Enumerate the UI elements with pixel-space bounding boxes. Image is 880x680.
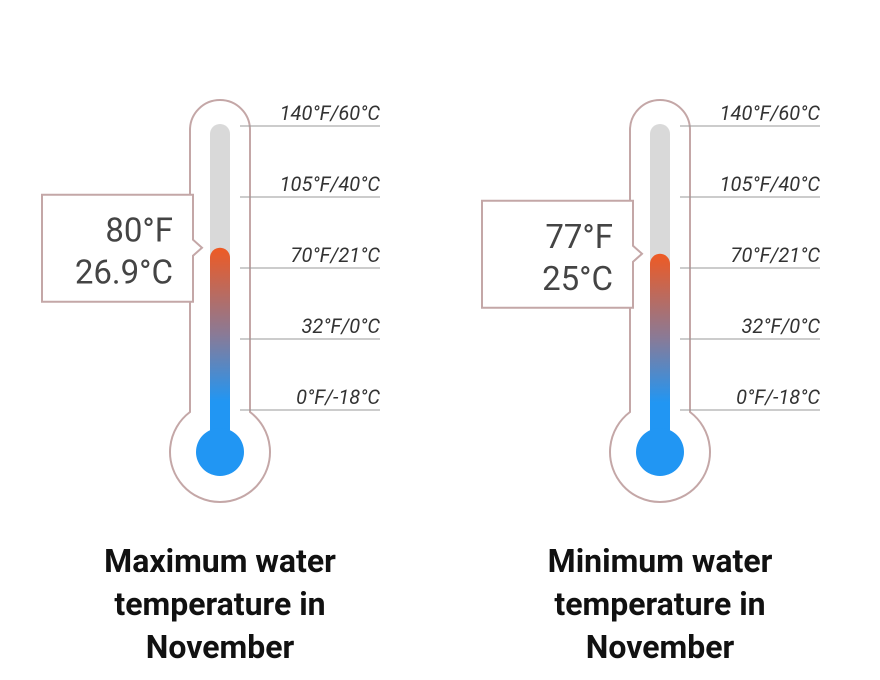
callout (481, 199, 644, 309)
tick-label: 70°F/21°C (291, 243, 381, 267)
bulb (636, 428, 684, 476)
chart-title: Minimum water temperature in November (547, 542, 773, 666)
value-label: 26.9°C (75, 254, 173, 293)
tick-label: 0°F/-18°C (296, 385, 380, 409)
tick-label: 105°F/40°C (720, 172, 821, 196)
tick-label: 32°F/0°C (741, 314, 820, 338)
value-label: 80°F (105, 212, 173, 251)
mercury (650, 253, 670, 440)
callout (41, 193, 204, 303)
tick-label: 140°F/60°C (280, 101, 381, 125)
tick-label: 0°F/-18°C (736, 385, 820, 409)
tick-label: 105°F/40°C (280, 172, 381, 196)
tick-label: 140°F/60°C (720, 101, 821, 125)
tick-label: 32°F/0°C (301, 314, 380, 338)
chart-title: Maximum water temperature in November (104, 542, 336, 666)
tick-label: 70°F/21°C (731, 243, 821, 267)
mercury (210, 247, 230, 440)
value-label: 77°F (545, 218, 613, 257)
bulb (196, 428, 244, 476)
value-label: 25°C (542, 260, 613, 299)
